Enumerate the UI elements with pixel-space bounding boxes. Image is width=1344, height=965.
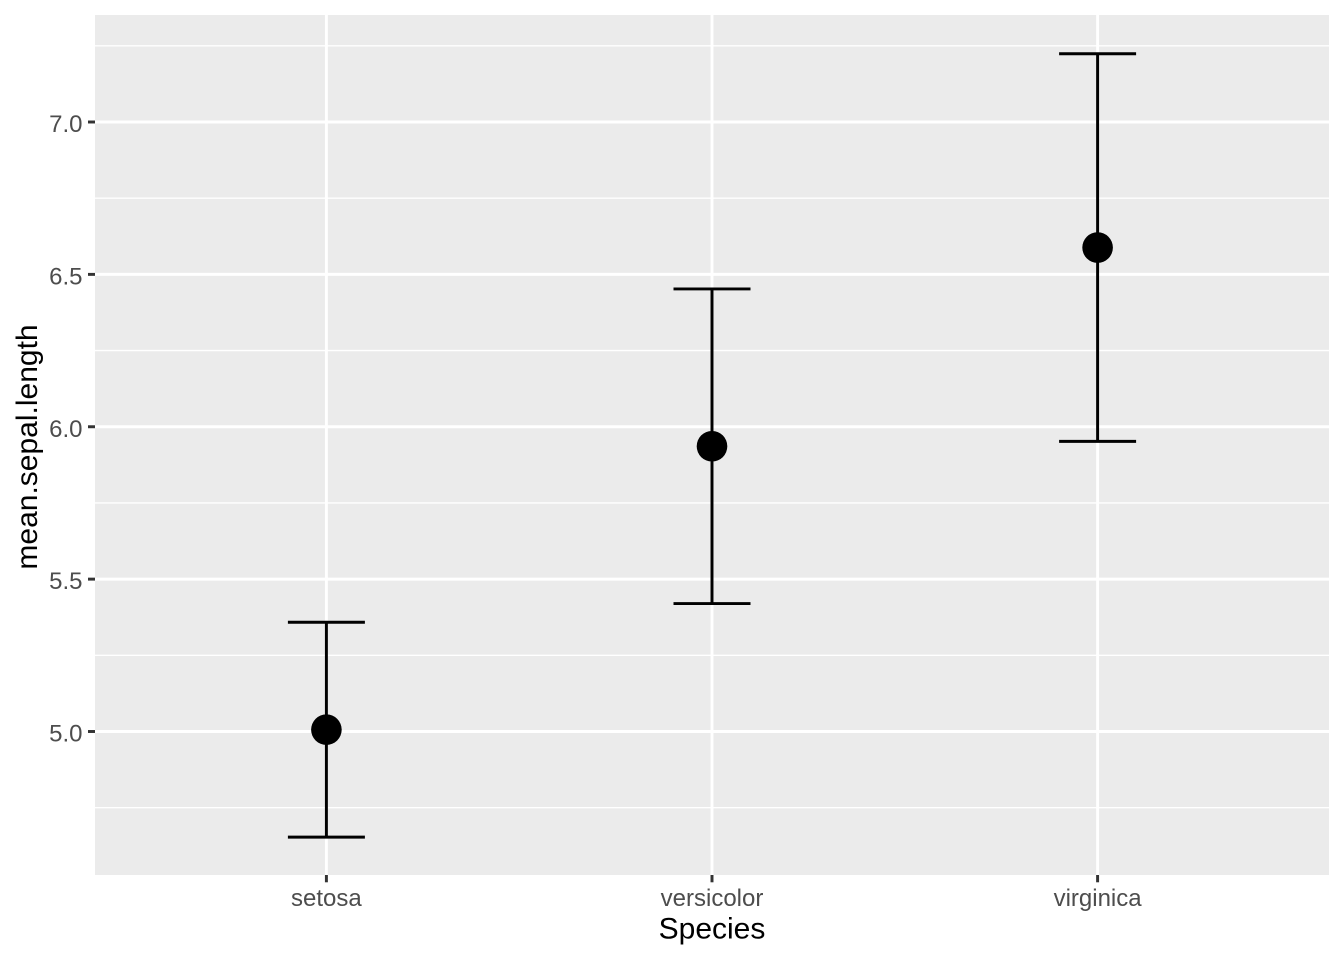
svg-text:5.5: 5.5 [49,568,82,595]
svg-text:6.0: 6.0 [49,416,82,443]
svg-text:setosa: setosa [291,885,362,912]
svg-text:versicolor: versicolor [661,885,764,912]
svg-text:6.5: 6.5 [49,263,82,290]
svg-text:7.0: 7.0 [49,111,82,138]
svg-text:5.0: 5.0 [49,721,82,748]
svg-text:virginica: virginica [1054,885,1143,912]
svg-text:Species: Species [659,913,766,946]
svg-text:mean.sepal.length: mean.sepal.length [11,324,44,569]
